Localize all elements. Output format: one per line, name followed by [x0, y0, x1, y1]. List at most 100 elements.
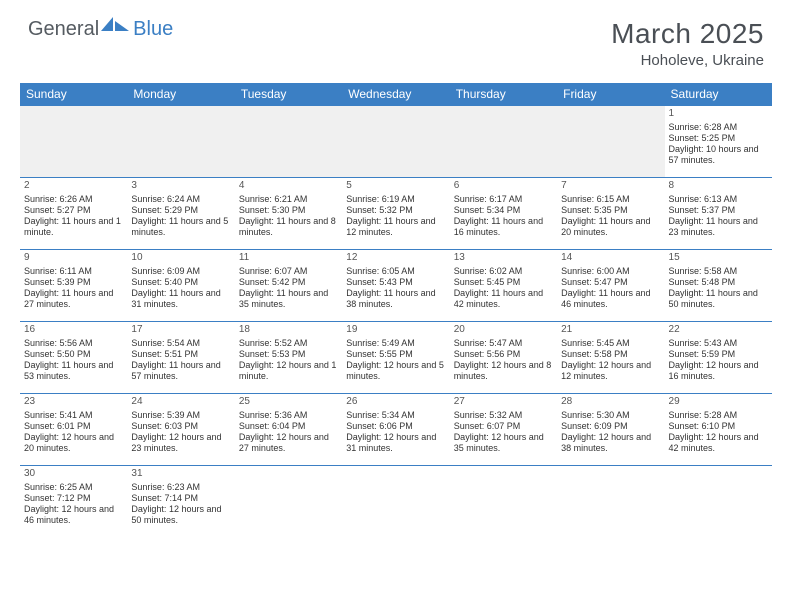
calendar-day-cell: 25Sunrise: 5:36 AMSunset: 6:04 PMDayligh…: [235, 394, 342, 466]
calendar-empty-cell: [342, 106, 449, 178]
day-number: 5: [346, 180, 445, 193]
weekday-header: Sunday: [20, 83, 127, 106]
weekday-header: Wednesday: [342, 83, 449, 106]
daylight-text: Daylight: 12 hours and 46 minutes.: [24, 504, 123, 527]
sunset-text: Sunset: 5:34 PM: [454, 205, 553, 216]
calendar-day-cell: 30Sunrise: 6:25 AMSunset: 7:12 PMDayligh…: [20, 466, 127, 538]
daylight-text: Daylight: 11 hours and 5 minutes.: [131, 216, 230, 239]
sunrise-text: Sunrise: 5:36 AM: [239, 410, 338, 421]
calendar-day-cell: 10Sunrise: 6:09 AMSunset: 5:40 PMDayligh…: [127, 250, 234, 322]
daylight-text: Daylight: 12 hours and 20 minutes.: [24, 432, 123, 455]
title-block: March 2025 Hoholeve, Ukraine: [611, 18, 764, 69]
day-number: 21: [561, 324, 660, 337]
sunrise-text: Sunrise: 5:54 AM: [131, 338, 230, 349]
day-number: 4: [239, 180, 338, 193]
day-number: 1: [669, 108, 768, 121]
calendar-empty-cell: [342, 466, 449, 538]
sunset-text: Sunset: 5:58 PM: [561, 349, 660, 360]
daylight-text: Daylight: 11 hours and 35 minutes.: [239, 288, 338, 311]
day-number: 12: [346, 252, 445, 265]
daylight-text: Daylight: 11 hours and 46 minutes.: [561, 288, 660, 311]
daylight-text: Daylight: 12 hours and 38 minutes.: [561, 432, 660, 455]
sunset-text: Sunset: 6:09 PM: [561, 421, 660, 432]
sunset-text: Sunset: 5:56 PM: [454, 349, 553, 360]
calendar-empty-cell: [127, 106, 234, 178]
daylight-text: Daylight: 11 hours and 1 minute.: [24, 216, 123, 239]
sunset-text: Sunset: 5:47 PM: [561, 277, 660, 288]
day-number: 16: [24, 324, 123, 337]
sunset-text: Sunset: 5:43 PM: [346, 277, 445, 288]
day-number: 30: [24, 468, 123, 481]
day-number: 26: [346, 396, 445, 409]
logo: General Blue: [28, 18, 173, 41]
calendar-day-cell: 17Sunrise: 5:54 AMSunset: 5:51 PMDayligh…: [127, 322, 234, 394]
sunset-text: Sunset: 5:55 PM: [346, 349, 445, 360]
sunrise-text: Sunrise: 6:24 AM: [131, 194, 230, 205]
daylight-text: Daylight: 10 hours and 57 minutes.: [669, 144, 768, 167]
sunset-text: Sunset: 6:01 PM: [24, 421, 123, 432]
daylight-text: Daylight: 12 hours and 1 minute.: [239, 360, 338, 383]
calendar-empty-cell: [20, 106, 127, 178]
calendar-day-cell: 31Sunrise: 6:23 AMSunset: 7:14 PMDayligh…: [127, 466, 234, 538]
sunset-text: Sunset: 5:27 PM: [24, 205, 123, 216]
calendar-empty-cell: [450, 466, 557, 538]
day-number: 9: [24, 252, 123, 265]
daylight-text: Daylight: 12 hours and 50 minutes.: [131, 504, 230, 527]
daylight-text: Daylight: 11 hours and 23 minutes.: [669, 216, 768, 239]
calendar-week-row: 30Sunrise: 6:25 AMSunset: 7:12 PMDayligh…: [20, 466, 772, 538]
calendar-day-cell: 15Sunrise: 5:58 AMSunset: 5:48 PMDayligh…: [665, 250, 772, 322]
daylight-text: Daylight: 11 hours and 31 minutes.: [131, 288, 230, 311]
calendar-day-cell: 26Sunrise: 5:34 AMSunset: 6:06 PMDayligh…: [342, 394, 449, 466]
sunrise-text: Sunrise: 5:34 AM: [346, 410, 445, 421]
sunrise-text: Sunrise: 5:32 AM: [454, 410, 553, 421]
day-number: 20: [454, 324, 553, 337]
sunrise-text: Sunrise: 5:45 AM: [561, 338, 660, 349]
calendar-day-cell: 24Sunrise: 5:39 AMSunset: 6:03 PMDayligh…: [127, 394, 234, 466]
sunrise-text: Sunrise: 6:00 AM: [561, 266, 660, 277]
daylight-text: Daylight: 12 hours and 8 minutes.: [454, 360, 553, 383]
sunset-text: Sunset: 5:25 PM: [669, 133, 768, 144]
daylight-text: Daylight: 12 hours and 12 minutes.: [561, 360, 660, 383]
calendar-day-cell: 1Sunrise: 6:28 AMSunset: 5:25 PMDaylight…: [665, 106, 772, 178]
day-number: 27: [454, 396, 553, 409]
day-number: 28: [561, 396, 660, 409]
calendar-day-cell: 28Sunrise: 5:30 AMSunset: 6:09 PMDayligh…: [557, 394, 664, 466]
day-number: 6: [454, 180, 553, 193]
calendar-day-cell: 9Sunrise: 6:11 AMSunset: 5:39 PMDaylight…: [20, 250, 127, 322]
sunrise-text: Sunrise: 6:09 AM: [131, 266, 230, 277]
sunrise-text: Sunrise: 6:17 AM: [454, 194, 553, 205]
sunset-text: Sunset: 5:59 PM: [669, 349, 768, 360]
sunrise-text: Sunrise: 5:49 AM: [346, 338, 445, 349]
sunset-text: Sunset: 6:03 PM: [131, 421, 230, 432]
weekday-header: Saturday: [665, 83, 772, 106]
day-number: 22: [669, 324, 768, 337]
sunset-text: Sunset: 5:37 PM: [669, 205, 768, 216]
day-number: 19: [346, 324, 445, 337]
calendar-day-cell: 23Sunrise: 5:41 AMSunset: 6:01 PMDayligh…: [20, 394, 127, 466]
calendar-day-cell: 5Sunrise: 6:19 AMSunset: 5:32 PMDaylight…: [342, 178, 449, 250]
sunrise-text: Sunrise: 5:58 AM: [669, 266, 768, 277]
calendar-day-cell: 27Sunrise: 5:32 AMSunset: 6:07 PMDayligh…: [450, 394, 557, 466]
sunrise-text: Sunrise: 6:13 AM: [669, 194, 768, 205]
weekday-header: Monday: [127, 83, 234, 106]
calendar-day-cell: 29Sunrise: 5:28 AMSunset: 6:10 PMDayligh…: [665, 394, 772, 466]
logo-text-blue: Blue: [133, 18, 173, 41]
sunset-text: Sunset: 5:29 PM: [131, 205, 230, 216]
sunrise-text: Sunrise: 6:21 AM: [239, 194, 338, 205]
daylight-text: Daylight: 12 hours and 35 minutes.: [454, 432, 553, 455]
sunset-text: Sunset: 5:32 PM: [346, 205, 445, 216]
sunrise-text: Sunrise: 6:07 AM: [239, 266, 338, 277]
day-number: 24: [131, 396, 230, 409]
sunset-text: Sunset: 6:06 PM: [346, 421, 445, 432]
sunset-text: Sunset: 5:45 PM: [454, 277, 553, 288]
sunrise-text: Sunrise: 5:52 AM: [239, 338, 338, 349]
calendar-day-cell: 6Sunrise: 6:17 AMSunset: 5:34 PMDaylight…: [450, 178, 557, 250]
sunset-text: Sunset: 7:14 PM: [131, 493, 230, 504]
calendar-week-row: 23Sunrise: 5:41 AMSunset: 6:01 PMDayligh…: [20, 394, 772, 466]
sunrise-text: Sunrise: 5:30 AM: [561, 410, 660, 421]
calendar-week-row: 1Sunrise: 6:28 AMSunset: 5:25 PMDaylight…: [20, 106, 772, 178]
weekday-header: Friday: [557, 83, 664, 106]
calendar-day-cell: 21Sunrise: 5:45 AMSunset: 5:58 PMDayligh…: [557, 322, 664, 394]
calendar-day-cell: 19Sunrise: 5:49 AMSunset: 5:55 PMDayligh…: [342, 322, 449, 394]
day-number: 31: [131, 468, 230, 481]
